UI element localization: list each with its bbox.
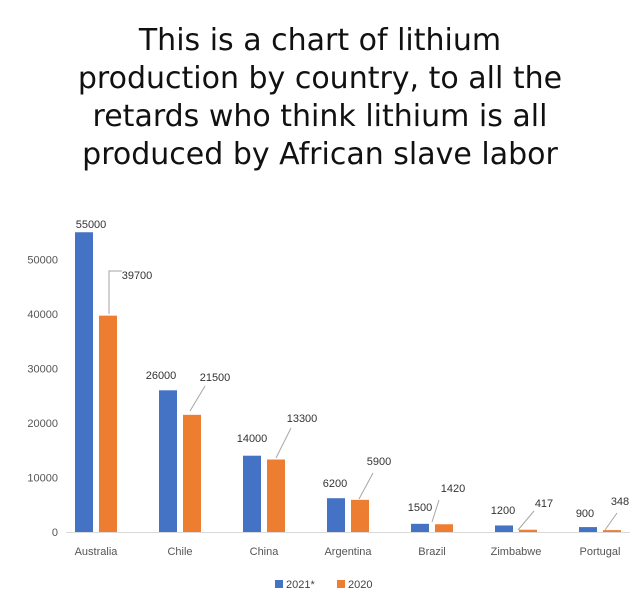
y-tick-label-20000: 20000 [27,418,58,430]
bar-chile-series-1 [159,390,177,532]
y-tick-label-40000: 40000 [27,309,58,321]
label-leader-lines [108,270,618,531]
leader-line-portugal [604,512,618,531]
bar-australia-series-2 [99,315,117,532]
meme-caption: This is a chart of lithium production by… [20,22,620,174]
category-label-australia: Australia [75,546,119,558]
data-label-argentina-series-1: 6200 [323,478,347,490]
y-axis: 0 10000 20000 30000 40000 50000 [27,255,630,539]
leader-line-australia [108,270,122,314]
leader-line-brazil [431,499,440,523]
leader-line-argentina [358,472,374,500]
data-label-china-series-1: 14000 [237,433,268,445]
legend-swatch-2 [337,580,345,588]
bar-china-series-1 [243,455,261,532]
bar-portugal-series-2 [603,530,621,532]
data-label-chile-series-1: 26000 [146,370,177,382]
caption-line-2: production by country, to all the [77,61,563,96]
bar-brazil-series-1 [411,523,429,532]
y-tick-label-50000: 50000 [27,255,58,267]
data-label-australia-series-1: 55000 [76,219,107,231]
category-labels: Australia Chile China Argentina Brazil Zimbab… [75,546,621,558]
bars [75,232,621,532]
legend-label-1: 2021* [286,579,315,591]
bar-argentina-series-1 [327,498,345,532]
data-label-brazil-series-1: 1500 [408,502,432,514]
leader-line-china [275,427,292,459]
category-label-portugal: Portugal [580,546,621,558]
leader-line-zimbabwe [517,510,535,531]
bar-argentina-series-2 [351,499,369,532]
data-label-zimbabwe-series-2: 417 [535,498,553,510]
category-label-chile: Chile [167,546,192,558]
legend-swatch-1 [275,580,283,588]
bar-zimbabwe-series-1 [495,525,513,532]
data-labels: 55000 39700 26000 21500 14000 13300 6200 5900 15… [76,219,629,520]
data-label-zimbabwe-series-1: 1200 [491,505,515,517]
caption-line-4: produced by African slave labor [82,137,558,172]
category-label-argentina: Argentina [324,546,372,558]
data-label-portugal-series-1: 900 [576,508,594,520]
legend-label-2: 2020 [348,579,372,591]
data-label-argentina-series-2: 5900 [367,456,391,468]
caption-line-3: retards who think lithium is all [92,99,548,134]
bar-australia-series-1 [75,232,93,532]
data-label-chile-series-2: 21500 [200,372,231,384]
bar-china-series-2 [267,459,285,532]
y-tick-label-30000: 30000 [27,364,58,376]
data-label-brazil-series-2: 1420 [441,483,465,495]
category-label-china: China [250,546,280,558]
bar-portugal-series-1 [579,527,597,532]
y-tick-label-0: 0 [52,527,58,539]
caption-line-1: This is a chart of lithium [138,23,502,58]
legend: 2021* 2020 [275,579,372,591]
data-label-australia-series-2: 39700 [122,270,153,282]
bar-zimbabwe-series-2 [519,529,537,532]
bar-chile-series-2 [183,414,201,532]
data-label-china-series-2: 13300 [287,413,318,425]
y-tick-label-10000: 10000 [27,473,58,485]
category-label-zimbabwe: Zimbabwe [491,546,542,558]
leader-line-chile [189,385,206,412]
bar-brazil-series-2 [435,524,453,532]
category-label-brazil: Brazil [418,546,446,558]
data-label-portugal-series-2: 348 [611,496,629,508]
